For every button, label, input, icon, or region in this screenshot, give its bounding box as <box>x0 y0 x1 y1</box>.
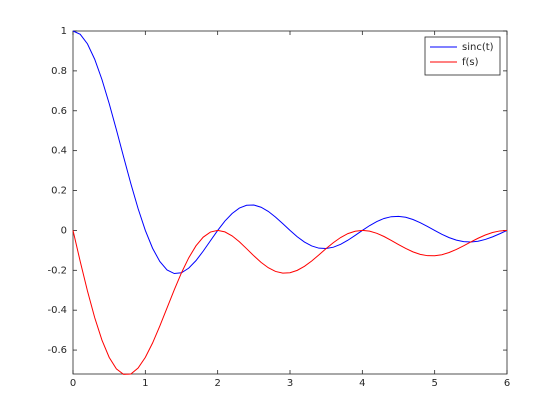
y-tick-label: 1 <box>61 26 67 37</box>
x-tick-label: 6 <box>504 378 510 389</box>
y-tick-label: 0.6 <box>51 106 67 117</box>
line-series <box>72 229 508 375</box>
y-tick-label: -0.4 <box>47 305 67 316</box>
y-tick-label: 0 <box>61 225 67 236</box>
plot-area <box>72 30 508 375</box>
y-tick-label: 0.2 <box>51 186 67 197</box>
y-tick-label: -0.6 <box>47 345 67 356</box>
x-tick-label: 0 <box>70 378 76 389</box>
y-tick-label: -0.2 <box>47 265 67 276</box>
legend-label: sinc(t) <box>462 42 494 53</box>
y-tick-label: 0.8 <box>51 66 67 77</box>
x-tick-label: 2 <box>214 378 220 389</box>
y-tick-label: 0.4 <box>51 146 67 157</box>
x-tick-label: 1 <box>142 378 148 389</box>
x-tick-label: 4 <box>359 378 365 389</box>
x-tick-label: 3 <box>287 378 293 389</box>
line-series <box>72 30 508 275</box>
legend-box <box>424 36 501 76</box>
legend-label: f(s) <box>462 57 479 68</box>
x-tick-label: 5 <box>431 378 437 389</box>
